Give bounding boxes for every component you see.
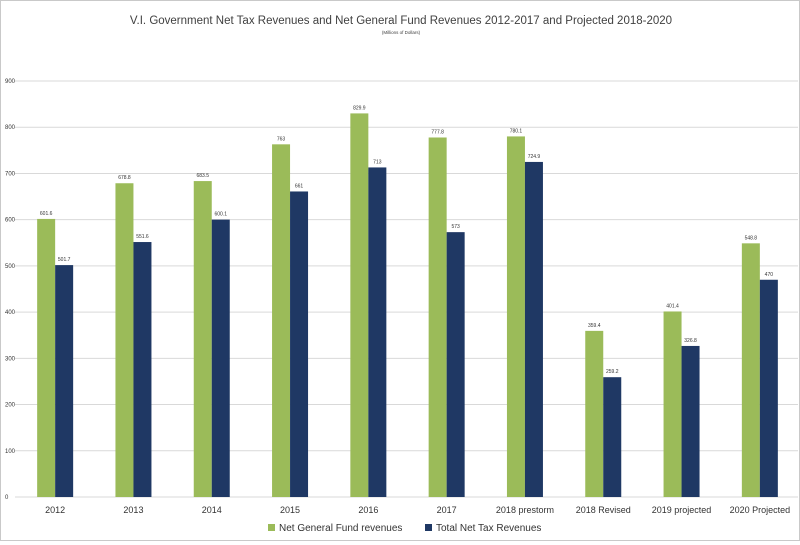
y-tick-label: 900 (5, 79, 16, 85)
data-label: 661 (295, 183, 304, 189)
data-label: 724.9 (528, 154, 541, 160)
data-label: 501.7 (58, 257, 71, 263)
data-label: 713 (373, 159, 382, 165)
bar (290, 191, 309, 497)
bar (55, 265, 74, 497)
x-tick-label: 2012 (45, 505, 65, 515)
x-axis: 2012 2013 2014 2015 2016 2017 2018 prestorm 201… (45, 505, 790, 515)
chart-subtitle: (Millions of Dollars) (382, 30, 421, 35)
data-label: 780.1 (510, 128, 523, 134)
x-tick-label: 2017 (437, 505, 457, 515)
data-label: 359.4 (588, 323, 601, 329)
y-tick-label: 200 (5, 403, 16, 409)
x-tick-label: 2018 Revised (576, 505, 631, 515)
bars: 601.6 501.7 678.8 551.6 683.5 600.1 763 661 829.… (37, 105, 778, 498)
y-tick-label: 300 (5, 356, 16, 362)
bar (368, 167, 387, 498)
y-tick-label: 600 (5, 218, 16, 224)
data-label: 548.8 (745, 235, 758, 241)
y-tick-label: 0 (5, 495, 9, 501)
x-tick-label: 2014 (202, 505, 222, 515)
y-tick-label: 800 (5, 125, 16, 131)
y-tick-label: 100 (5, 449, 16, 455)
bar (524, 161, 543, 497)
data-label: 600.1 (214, 212, 227, 218)
data-label: 551.6 (136, 234, 149, 240)
bar (506, 136, 525, 497)
y-axis: 0 100 200 300 400 500 600 700 800 900 (5, 79, 16, 501)
data-label: 829.9 (353, 105, 366, 111)
bar (428, 137, 447, 497)
x-tick-label: 2018 prestorm (496, 505, 554, 515)
data-label: 777.8 (431, 129, 444, 135)
legend-label: Total Net Tax Revenues (436, 523, 541, 534)
bar (759, 279, 778, 497)
bar (350, 113, 369, 497)
data-label: 573 (451, 224, 460, 230)
bar (115, 183, 134, 497)
x-tick-label: 2015 (280, 505, 300, 515)
bar (272, 144, 291, 497)
bar (37, 218, 56, 497)
data-label: 683.5 (196, 173, 209, 179)
x-tick-label: 2016 (358, 505, 378, 515)
bar (741, 243, 760, 497)
bar (211, 219, 230, 498)
legend-swatch (268, 524, 275, 531)
bar (193, 181, 212, 497)
chart-title: V.I. Government Net Tax Revenues and Net… (130, 15, 672, 27)
legend-label: Net General Fund revenues (279, 523, 402, 534)
bar (446, 232, 465, 497)
data-label: 470 (765, 272, 774, 278)
x-tick-label: 2019 projected (652, 505, 712, 515)
data-label: 763 (277, 136, 286, 142)
data-label: 601.6 (40, 211, 53, 217)
data-label: 678.8 (118, 175, 131, 181)
y-tick-label: 700 (5, 171, 16, 177)
x-tick-label: 2013 (123, 505, 143, 515)
bar (585, 330, 604, 497)
y-tick-label: 400 (5, 310, 16, 316)
bar (681, 345, 700, 497)
bar (603, 377, 622, 497)
x-tick-label: 2020 Projected (730, 505, 791, 515)
y-tick-label: 500 (5, 264, 16, 270)
bar (663, 311, 682, 497)
legend-swatch (425, 524, 432, 531)
data-label: 401.4 (666, 303, 679, 309)
bar (133, 242, 152, 497)
data-label: 326.8 (684, 338, 697, 344)
legend: Net General Fund revenues Total Net Tax R… (268, 523, 541, 534)
data-label: 259.2 (606, 369, 619, 375)
